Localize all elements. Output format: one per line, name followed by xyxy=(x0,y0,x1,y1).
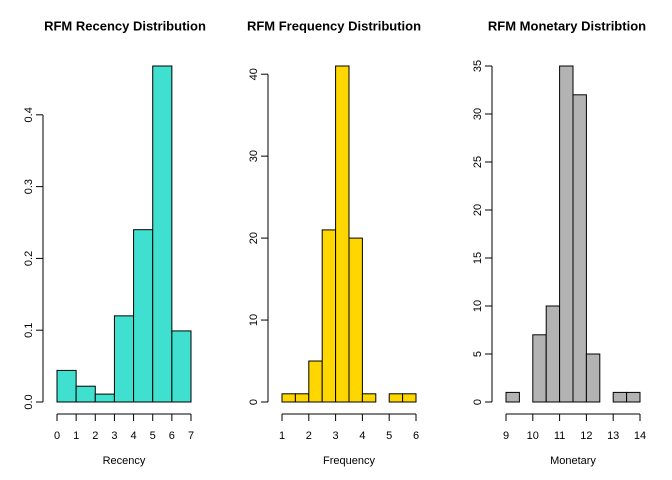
x-tick-label: 6 xyxy=(413,430,419,442)
x-tick-label: 13 xyxy=(607,430,619,442)
bar xyxy=(572,94,587,403)
bar xyxy=(559,65,574,403)
bar xyxy=(505,391,520,403)
bar xyxy=(585,353,601,403)
x-tick-label: 3 xyxy=(333,430,339,442)
x-tick-label: 4 xyxy=(359,430,365,442)
y-tick-label: 15 xyxy=(472,252,484,264)
x-axis-label: Frequency xyxy=(323,455,375,467)
bar xyxy=(321,229,337,403)
y-tick-label: 20 xyxy=(248,232,260,244)
y-tick-label: 5 xyxy=(472,351,484,357)
bar xyxy=(294,393,310,403)
x-tick-label: 3 xyxy=(111,430,117,442)
x-tick-label: 2 xyxy=(306,430,312,442)
y-tick-label: 10 xyxy=(472,300,484,312)
bar xyxy=(335,65,350,403)
x-tick-label: 1 xyxy=(279,430,285,442)
x-axis-label: Monetary xyxy=(550,455,596,467)
x-tick-label: 11 xyxy=(554,430,565,442)
x-tick-label: 4 xyxy=(131,430,137,442)
y-tick-label: 0.3 xyxy=(23,179,35,194)
bar xyxy=(75,385,96,403)
x-tick-label: 6 xyxy=(169,430,175,442)
y-tick-label: 30 xyxy=(248,150,260,162)
bar xyxy=(612,391,628,403)
y-tick-label: 0 xyxy=(472,399,484,405)
x-axis-label: Recency xyxy=(103,455,146,467)
x-tick-label: 2 xyxy=(92,430,98,442)
x-tick-label: 5 xyxy=(386,430,392,442)
y-tick-label: 40 xyxy=(248,68,260,80)
bar xyxy=(308,360,323,403)
y-tick-label: 30 xyxy=(472,108,484,120)
chart-title: RFM Monetary Distribtion xyxy=(488,18,646,33)
bar xyxy=(532,334,547,403)
x-tick-label: 9 xyxy=(503,430,509,442)
bar xyxy=(171,330,192,403)
y-tick-label: 25 xyxy=(472,156,484,168)
bar xyxy=(348,237,363,403)
x-tick-label: 1 xyxy=(73,430,79,442)
x-tick-label: 5 xyxy=(150,430,156,442)
bar xyxy=(94,393,115,403)
bar xyxy=(281,393,296,403)
x-tick-label: 7 xyxy=(188,430,194,442)
x-tick-label: 10 xyxy=(527,430,539,442)
chart-title: RFM Frequency Distribution xyxy=(247,18,421,33)
y-tick-label: 10 xyxy=(248,314,260,326)
y-tick-label: 20 xyxy=(472,204,484,216)
bar xyxy=(402,393,417,403)
bar xyxy=(152,65,173,403)
y-tick-label: 35 xyxy=(472,60,484,72)
bar xyxy=(113,315,135,403)
bar xyxy=(361,393,377,403)
bar xyxy=(626,391,641,403)
x-tick-label: 14 xyxy=(634,430,646,442)
bar xyxy=(545,305,561,403)
y-tick-label: 0.2 xyxy=(23,251,35,266)
y-tick-label: 0 xyxy=(248,399,260,405)
x-tick-label: 0 xyxy=(54,430,60,442)
bar xyxy=(133,229,154,403)
x-tick-label: 12 xyxy=(580,430,592,442)
bar xyxy=(56,369,77,403)
y-tick-label: 0.0 xyxy=(23,394,35,409)
y-tick-label: 0.4 xyxy=(23,107,35,122)
chart-title: RFM Recency Distribution xyxy=(44,18,206,33)
y-tick-label: 0.1 xyxy=(23,323,35,338)
bar xyxy=(388,393,404,403)
